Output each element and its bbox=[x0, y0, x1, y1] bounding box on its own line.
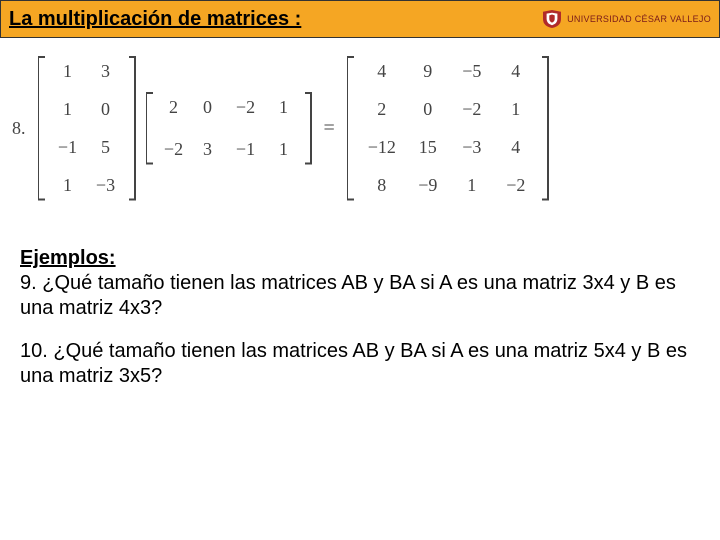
university-logo: UNIVERSIDAD CÉSAR VALLEJO bbox=[541, 10, 711, 28]
matrix-cell: 15 bbox=[409, 138, 447, 156]
matrix-cell: −5 bbox=[453, 62, 491, 80]
matrix-grid: 49−5420−21−1215−348−91−2 bbox=[355, 56, 541, 200]
question-10: 10. ¿Qué tamaño tienen las matrices AB y… bbox=[20, 340, 687, 387]
matrix-cell: 4 bbox=[497, 138, 535, 156]
matrix-cell: 1 bbox=[52, 176, 84, 194]
item-number: 8. bbox=[12, 118, 26, 139]
matrix-cell: 9 bbox=[409, 62, 447, 80]
matrix-cell: −3 bbox=[90, 176, 122, 194]
matrix-cell: 4 bbox=[361, 62, 403, 80]
matrix-cell: 4 bbox=[497, 62, 535, 80]
bracket-right bbox=[304, 92, 312, 164]
bracket-left bbox=[146, 92, 154, 164]
matrix-cell: −12 bbox=[361, 138, 403, 156]
examples-title: Ejemplos: bbox=[20, 247, 116, 269]
matrix-cell: 1 bbox=[453, 176, 491, 194]
matrix-cell: −2 bbox=[160, 140, 188, 158]
matrix-cell: 5 bbox=[90, 138, 122, 156]
matrix-cell: 0 bbox=[194, 98, 222, 116]
matrix-cell: −1 bbox=[228, 140, 264, 158]
matrix-cell: 1 bbox=[52, 62, 84, 80]
matrix-cell: 2 bbox=[361, 100, 403, 118]
matrix-cell: 1 bbox=[270, 140, 298, 158]
matrix-cell: −2 bbox=[228, 98, 264, 116]
matrix-c: 49−5420−21−1215−348−91−2 bbox=[347, 56, 549, 200]
matrix-cell: −1 bbox=[52, 138, 84, 156]
bracket-right bbox=[128, 56, 136, 200]
equation-area: 8. 1310−151−3 20−21−23−11 = 49−5420−21−1… bbox=[0, 38, 720, 238]
matrix-cell: 0 bbox=[409, 100, 447, 118]
matrix-grid: 1310−151−3 bbox=[46, 56, 128, 200]
matrix-cell: 1 bbox=[52, 100, 84, 118]
matrix-cell: −2 bbox=[453, 100, 491, 118]
matrix-cell: −9 bbox=[409, 176, 447, 194]
examples-block-2: 10. ¿Qué tamaño tienen las matrices AB y… bbox=[20, 339, 700, 389]
examples-block-1: Ejemplos: 9. ¿Qué tamaño tienen las matr… bbox=[20, 246, 700, 321]
matrix-cell: −3 bbox=[453, 138, 491, 156]
bracket-left bbox=[347, 56, 355, 200]
matrix-b: 20 −2 1 −2 3 −1 1 bbox=[146, 92, 312, 164]
bracket-left bbox=[38, 56, 46, 200]
examples-section: Ejemplos: 9. ¿Qué tamaño tienen las matr… bbox=[0, 238, 720, 389]
matrix-cell: 3 bbox=[90, 62, 122, 80]
matrix-cell: −2 bbox=[497, 176, 535, 194]
page-title: La multiplicación de matrices : bbox=[9, 8, 301, 31]
equation-row: 8. 1310−151−3 20−21−23−11 = 49−5420−21−1… bbox=[12, 56, 708, 200]
equals-sign: = bbox=[324, 117, 335, 140]
matrix-a: 1310−151−3 bbox=[38, 56, 136, 200]
matrix-cell: 3 bbox=[194, 140, 222, 158]
bracket-right bbox=[541, 56, 549, 200]
matrix-cell: 1 bbox=[270, 98, 298, 116]
matrix-cell: 2 bbox=[160, 98, 188, 116]
matrix-cell: 0 bbox=[90, 100, 122, 118]
slide-header: La multiplicación de matrices : UNIVERSI… bbox=[0, 0, 720, 38]
matrix-cell: 8 bbox=[361, 176, 403, 194]
question-9: 9. ¿Qué tamaño tienen las matrices AB y … bbox=[20, 272, 676, 319]
shield-icon bbox=[541, 10, 563, 28]
logo-text: UNIVERSIDAD CÉSAR VALLEJO bbox=[567, 14, 711, 24]
matrix-grid: 20 −2 1 −2 3 −1 1 bbox=[154, 92, 304, 164]
matrix-cell: 1 bbox=[497, 100, 535, 118]
